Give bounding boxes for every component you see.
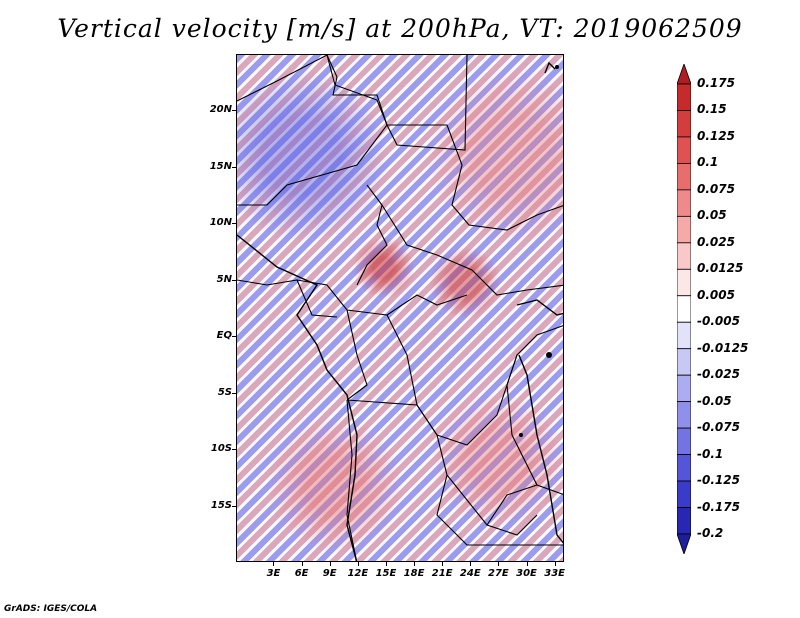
colorbar-label: 0.005 [697,287,735,302]
country-borders [237,55,563,561]
lon-tick-mark [498,562,500,566]
colorbar-label: 0.175 [697,76,735,90]
colorbar-swatch [677,268,691,297]
colorbar-label: -0.005 [697,314,740,329]
colorbar-swatch [677,507,691,535]
colorbar-swatch [677,454,691,482]
colorbar-label: -0.125 [697,473,740,488]
lon-tick-mark [273,562,275,566]
colorbar-swatch [677,215,691,244]
lon-tick-label: 15E [375,568,397,579]
lat-tick-label: 15N [209,160,232,172]
lon-tick-label: 18E [403,568,425,579]
lon-tick-mark [414,562,416,566]
lat-tick-label: 5N [216,273,232,285]
colorbar-label: -0.2 [697,526,724,540]
colorbar-swatch [677,374,691,403]
lon-tick-mark [526,562,528,566]
lat-tick-mark [232,223,236,225]
lon-tick-label: 24E [459,568,481,579]
colorbar-swatch [677,110,691,138]
colorbar-label: -0.05 [697,393,732,408]
lon-tick-label: 27E [488,568,509,579]
software-credit: GrADS: IGES/COLA [4,604,98,614]
lat-tick-label: 10N [209,217,232,229]
colorbar-label: 0.0125 [697,261,744,276]
lon-tick-mark [329,562,331,566]
colorbar [677,64,691,554]
colorbar-label: 0.025 [697,234,735,249]
colorbar-label: 0.075 [697,181,735,196]
lon-tick-label: 3E [266,568,281,579]
colorbar-swatch [677,427,691,455]
colorbar-swatch [677,64,691,85]
colorbar-swatch [677,136,691,164]
colorbar-swatch [677,242,691,270]
colorbar-label: 0.05 [697,208,727,223]
colorbar-swatch [677,189,691,217]
lon-tick-label: 9E [322,568,337,579]
map-title: Vertical velocity [m/s] at 200hPa, VT: 2… [57,14,743,43]
colorbar-label: -0.175 [697,499,740,514]
lat-tick-mark [232,392,236,394]
colorbar-label: 0.125 [697,128,735,143]
lon-tick-mark [470,562,472,566]
lat-tick-label: 10S [210,443,232,455]
colorbar-label: -0.1 [697,446,724,461]
colorbar-label: 0.15 [697,102,727,117]
colorbar-label: -0.075 [697,420,740,435]
lat-tick-mark [232,336,236,338]
colorbar-swatch [677,163,691,191]
colorbar-swatch [677,295,691,323]
colorbar-swatch [677,321,691,350]
lat-tick-label: 15S [210,499,232,511]
colorbar-swatch [677,83,691,111]
colorbar-swatch [677,401,691,429]
colorbar-label: 0.1 [697,155,719,170]
lat-tick-label: 20N [209,104,232,116]
lat-tick-label: 5S [217,386,232,398]
colorbar-label: -0.025 [697,367,740,382]
colorbar-swatch [677,533,691,554]
lat-tick-mark [232,505,236,507]
lon-tick-mark [301,562,303,566]
lat-tick-mark [232,166,236,168]
colorbar-label: -0.0125 [697,340,749,355]
lon-tick-label: 33E [544,568,565,579]
lon-tick-label: 21E [431,568,453,579]
lon-tick-mark [357,562,359,566]
lat-tick-mark [232,449,236,451]
lat-tick-mark [232,110,236,112]
colorbar-swatch [677,348,691,376]
lon-tick-mark [385,562,387,566]
lon-tick-mark [442,562,444,566]
lat-tick-label: EQ [216,330,232,342]
lon-tick-label: 12E [347,568,369,579]
map-plot-area [236,54,564,562]
lon-tick-label: 30E [516,568,537,579]
lon-tick-mark [554,562,556,566]
lat-tick-mark [232,279,236,281]
colorbar-swatch [677,480,691,508]
lon-tick-label: 6E [294,568,309,579]
